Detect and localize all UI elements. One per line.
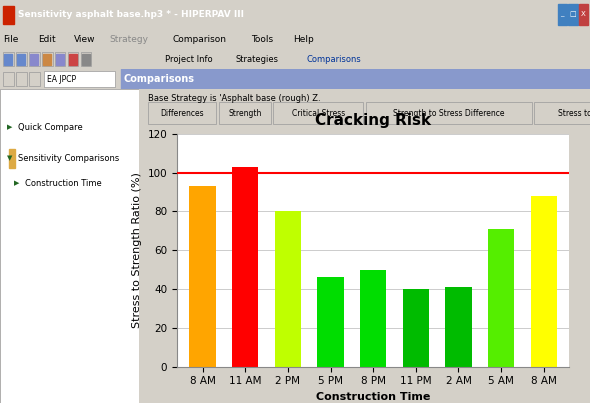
Bar bbox=[360, 270, 386, 367]
Y-axis label: Stress to Strength Ratio (%): Stress to Strength Ratio (%) bbox=[132, 172, 142, 328]
Text: Stress to Strength Ratio: Stress to Strength Ratio bbox=[558, 109, 590, 118]
Bar bbox=[273, 102, 363, 124]
Bar bbox=[568, 4, 578, 25]
Bar bbox=[9, 149, 15, 168]
Text: File: File bbox=[3, 35, 18, 44]
Text: Strategy: Strategy bbox=[109, 35, 148, 44]
Bar bbox=[56, 54, 64, 65]
Text: Sensitivity asphalt base.hp3 * - HIPERPAV III: Sensitivity asphalt base.hp3 * - HIPERPA… bbox=[18, 10, 244, 19]
Text: Base Strategy is 'Asphalt base (rough) Z.: Base Strategy is 'Asphalt base (rough) Z… bbox=[148, 93, 320, 103]
Bar bbox=[275, 212, 301, 367]
Bar bbox=[69, 54, 77, 65]
Text: View: View bbox=[74, 35, 95, 44]
Bar bbox=[44, 71, 115, 87]
Bar bbox=[42, 52, 53, 66]
Bar bbox=[558, 4, 567, 25]
Text: EA JPCP: EA JPCP bbox=[47, 75, 76, 84]
Text: Strength: Strength bbox=[228, 109, 261, 118]
Bar bbox=[16, 73, 27, 87]
Bar bbox=[317, 277, 344, 367]
Bar bbox=[82, 54, 90, 65]
Text: □: □ bbox=[569, 11, 576, 17]
Text: Help: Help bbox=[293, 35, 314, 44]
Text: Tools: Tools bbox=[251, 35, 273, 44]
Bar bbox=[3, 73, 14, 87]
Bar bbox=[30, 54, 38, 65]
Text: Quick Compare: Quick Compare bbox=[18, 123, 83, 132]
Text: X: X bbox=[581, 11, 586, 17]
Bar bbox=[43, 54, 51, 65]
Title: Cracking Risk: Cracking Risk bbox=[315, 114, 431, 129]
Text: Strength to Stress Difference: Strength to Stress Difference bbox=[393, 109, 504, 118]
Bar bbox=[17, 54, 25, 65]
X-axis label: Construction Time: Construction Time bbox=[316, 392, 430, 402]
Bar bbox=[445, 287, 471, 367]
Text: Project Info: Project Info bbox=[165, 55, 213, 64]
Bar bbox=[232, 167, 258, 367]
Text: ▼: ▼ bbox=[7, 156, 12, 162]
Bar bbox=[218, 102, 271, 124]
Text: Construction Time: Construction Time bbox=[25, 179, 101, 188]
Bar bbox=[55, 52, 65, 66]
Bar bbox=[534, 102, 590, 124]
Text: Comparison: Comparison bbox=[173, 35, 227, 44]
Bar bbox=[29, 52, 40, 66]
Bar bbox=[4, 54, 12, 65]
Bar bbox=[16, 52, 27, 66]
Bar bbox=[530, 196, 557, 367]
Text: _: _ bbox=[560, 11, 564, 17]
Text: Strategies: Strategies bbox=[236, 55, 279, 64]
Text: Sensitivity Comparisons: Sensitivity Comparisons bbox=[18, 154, 119, 163]
Bar bbox=[148, 102, 217, 124]
Bar bbox=[488, 229, 514, 367]
Text: Comparisons: Comparisons bbox=[124, 75, 195, 84]
Bar bbox=[68, 52, 78, 66]
Bar bbox=[402, 289, 429, 367]
Bar bbox=[81, 52, 91, 66]
Bar bbox=[121, 69, 590, 89]
Text: Edit: Edit bbox=[38, 35, 56, 44]
Text: Critical Stress: Critical Stress bbox=[291, 109, 345, 118]
Bar bbox=[3, 6, 14, 24]
Bar bbox=[366, 102, 532, 124]
Bar bbox=[3, 52, 14, 66]
Bar bbox=[29, 73, 40, 87]
Text: ▶: ▶ bbox=[14, 181, 19, 187]
Bar bbox=[189, 186, 216, 367]
Bar bbox=[579, 4, 588, 25]
Text: ▶: ▶ bbox=[7, 124, 12, 130]
Text: Differences: Differences bbox=[160, 109, 204, 118]
Text: Comparisons: Comparisons bbox=[307, 55, 362, 64]
